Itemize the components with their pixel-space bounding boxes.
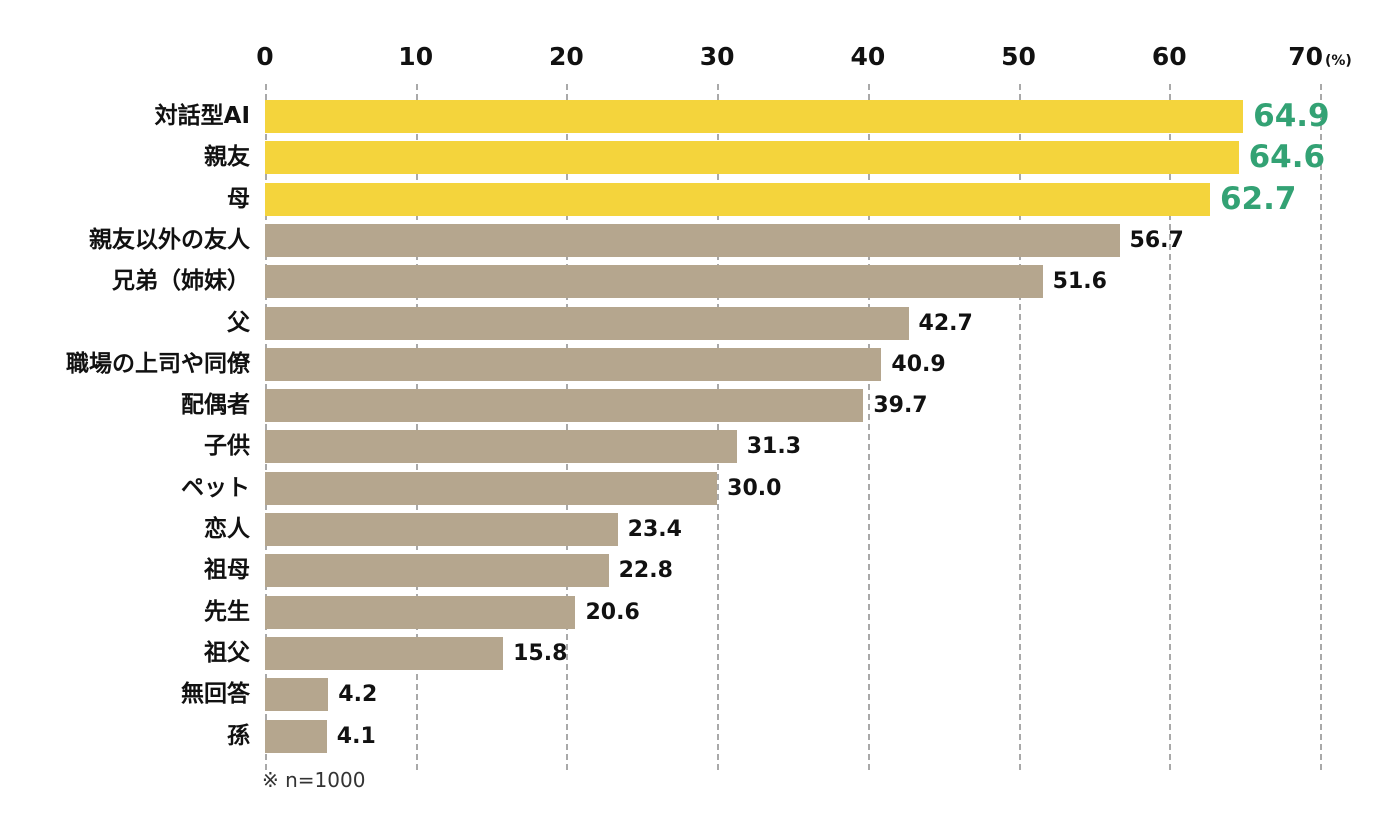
bar — [265, 554, 609, 588]
bar — [265, 430, 737, 464]
x-tick-label: 70 (%) — [1288, 42, 1352, 71]
category-label: 兄弟（姉妹） — [112, 268, 250, 295]
gridline — [867, 84, 870, 770]
gridline — [1018, 84, 1021, 770]
x-tick-label: 60 — [1151, 42, 1187, 71]
value-label: 4.1 — [336, 723, 376, 749]
value-label: 40.9 — [891, 351, 946, 377]
gridline — [1169, 84, 1172, 770]
gridline — [1320, 84, 1322, 770]
bar-highlighted — [265, 100, 1244, 133]
value-label: 20.6 — [585, 599, 640, 625]
x-tick-label: 50 — [1001, 42, 1036, 71]
value-label: 62.7 — [1219, 180, 1297, 217]
value-label: 64.9 — [1253, 98, 1330, 134]
category-label: 祖父 — [204, 639, 250, 666]
category-label: 父 — [227, 309, 250, 336]
category-label: 先生 — [204, 598, 250, 625]
bar — [265, 265, 1043, 299]
bar — [265, 306, 909, 340]
value-label: 4.2 — [338, 682, 378, 708]
category-label: 孫 — [227, 722, 250, 749]
x-tick-label: 0 — [256, 42, 274, 71]
category-label: 親友 — [204, 144, 250, 171]
category-label: ペット — [181, 474, 250, 501]
bar — [265, 471, 718, 505]
value-label: 51.6 — [1052, 269, 1107, 295]
value-label: 15.8 — [513, 640, 568, 666]
category-label: 配偶者 — [181, 392, 250, 419]
bar-highlighted — [265, 182, 1210, 216]
gridline — [717, 84, 720, 770]
gridline — [265, 84, 267, 770]
gridline — [566, 84, 569, 770]
bar — [265, 513, 618, 546]
category-label: 対話型AI — [154, 103, 250, 129]
value-label: 64.6 — [1248, 139, 1326, 176]
category-label: 親友以外の友人 — [89, 226, 250, 253]
bar — [265, 347, 882, 381]
bar-highlighted — [265, 141, 1239, 175]
bar — [265, 636, 504, 670]
value-label: 30.0 — [727, 475, 782, 501]
x-axis-unit-label: (%) — [1324, 53, 1352, 69]
gridline — [415, 84, 418, 770]
category-label: 職場の上司や同僚 — [66, 350, 250, 377]
value-label: 23.4 — [627, 517, 682, 542]
category-label: 母 — [227, 185, 250, 212]
value-label: 56.7 — [1129, 227, 1184, 253]
value-label: 31.3 — [746, 434, 802, 460]
value-label: 39.7 — [873, 393, 928, 419]
category-label: 祖母 — [204, 557, 250, 584]
value-label: 22.8 — [618, 558, 673, 584]
category-label: 無回答 — [181, 681, 250, 708]
value-label: 42.7 — [918, 310, 973, 336]
x-tick-label: 10 — [398, 42, 434, 71]
bar — [265, 719, 327, 753]
x-tick-label: 40 — [850, 42, 886, 71]
footnote: ※ n=1000 — [262, 768, 366, 792]
bar — [265, 678, 329, 712]
bar — [265, 595, 576, 629]
category-label: 恋人 — [204, 516, 250, 542]
bar — [265, 223, 1120, 257]
category-label: 子供 — [204, 433, 250, 460]
bar — [265, 389, 864, 423]
x-tick-label: 20 — [549, 42, 584, 71]
x-tick-label: 30 — [699, 42, 735, 71]
